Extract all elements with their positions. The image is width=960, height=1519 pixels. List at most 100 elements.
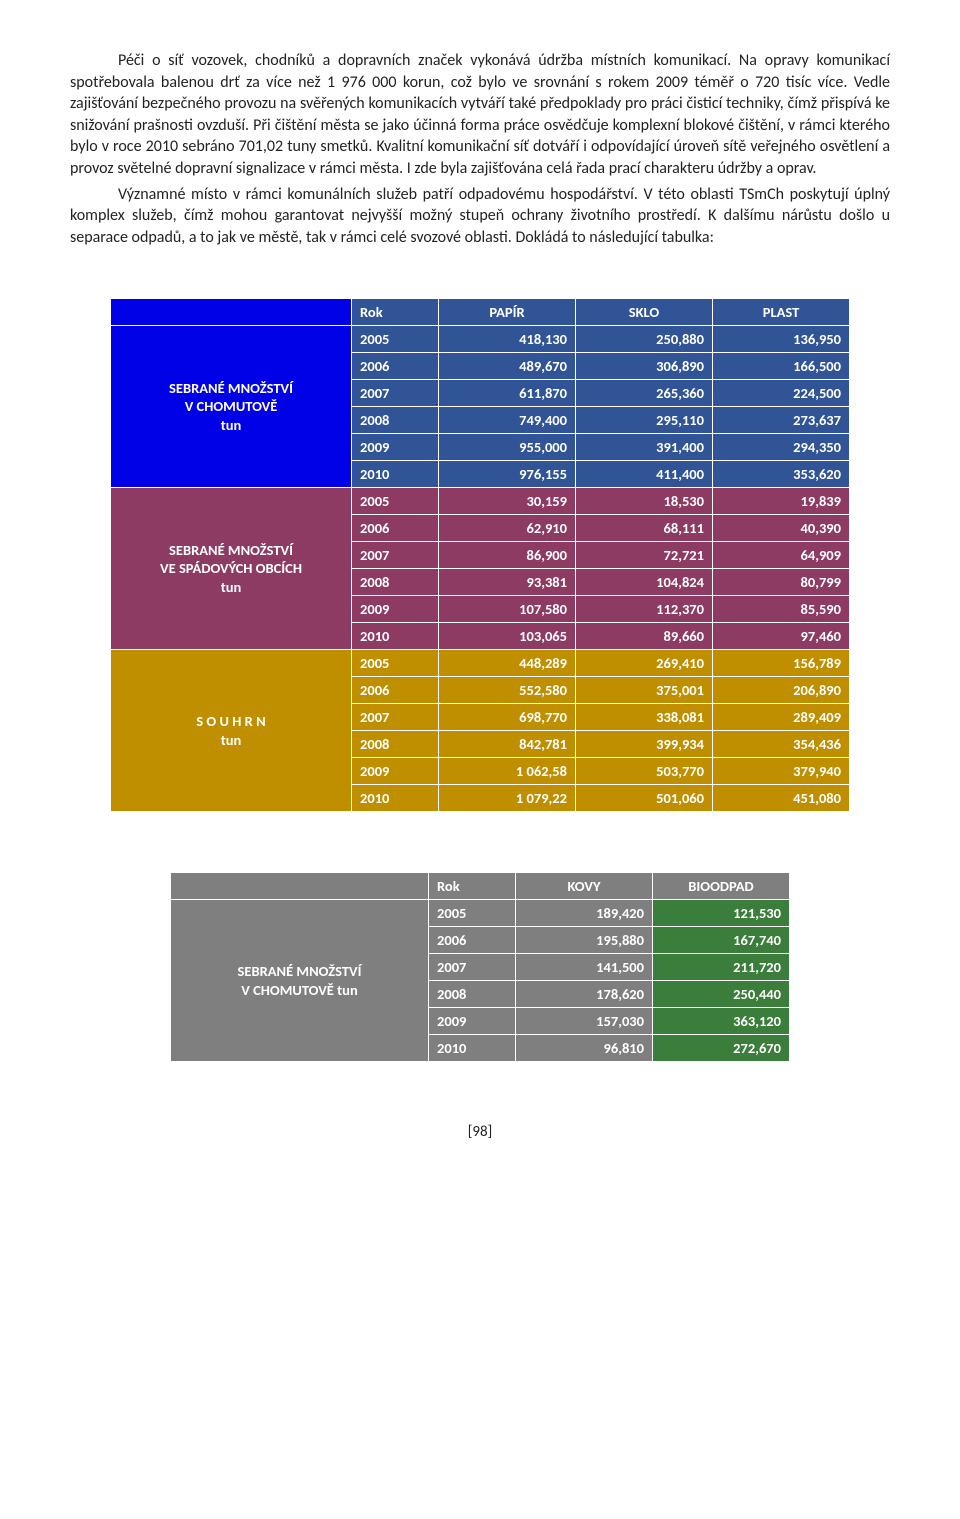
table-cell-year: 2009 <box>352 434 439 461</box>
table-cell-value: 30,159 <box>439 488 576 515</box>
table-cell-value: 19,839 <box>713 488 850 515</box>
table-cell-year: 2007 <box>352 704 439 731</box>
table-cell-year: 2009 <box>352 596 439 623</box>
table-cell-value: 379,940 <box>713 758 850 785</box>
table-cell-value: 842,781 <box>439 731 576 758</box>
table-cell-value: 250,880 <box>576 326 713 353</box>
paragraph-1: Péči o síť vozovek, chodníků a dopravníc… <box>70 50 890 180</box>
table-cell-value: 399,934 <box>576 731 713 758</box>
table-cell-year: 2008 <box>352 731 439 758</box>
table-cell-value: 391,400 <box>576 434 713 461</box>
table-cell-value: 489,670 <box>439 353 576 380</box>
table-cell-value: 18,530 <box>576 488 713 515</box>
table-group-label: S O U H R Ntun <box>111 650 352 812</box>
table-cell-value: 68,111 <box>576 515 713 542</box>
table-cell-value: 107,580 <box>439 596 576 623</box>
table-column-header: KOVY <box>516 873 653 900</box>
table-group-label: SEBRANÉ MNOŽSTVÍVE SPÁDOVÝCH OBCÍCHtun <box>111 488 352 650</box>
table-cell-value: 167,740 <box>653 927 790 954</box>
table-cell-value: 224,500 <box>713 380 850 407</box>
table-cell-year: 2009 <box>429 1008 516 1035</box>
table-cell-value: 195,880 <box>516 927 653 954</box>
table-cell-value: 166,500 <box>713 353 850 380</box>
table-cell-value: 141,500 <box>516 954 653 981</box>
table-cell-value: 97,460 <box>713 623 850 650</box>
table-cell-value: 206,890 <box>713 677 850 704</box>
table-cell-value: 353,620 <box>713 461 850 488</box>
table-cell-value: 294,350 <box>713 434 850 461</box>
table-cell-value: 136,950 <box>713 326 850 353</box>
table-cell-value: 272,670 <box>653 1035 790 1062</box>
table-cell-value: 273,637 <box>713 407 850 434</box>
table-cell-value: 269,410 <box>576 650 713 677</box>
page-number: [98] <box>70 1122 890 1142</box>
table-cell-year: 2005 <box>352 650 439 677</box>
table-cell-value: 306,890 <box>576 353 713 380</box>
table-header-spacer <box>171 873 429 900</box>
table-group-label: SEBRANÉ MNOŽSTVÍV CHOMUTOVĚtun <box>111 326 352 488</box>
table-cell-value: 112,370 <box>576 596 713 623</box>
table-cell-value: 749,400 <box>439 407 576 434</box>
table-cell-year: 2006 <box>352 677 439 704</box>
table-waste-collection: RokPAPÍRSKLOPLASTSEBRANÉ MNOŽSTVÍV CHOMU… <box>110 298 850 812</box>
table-cell-value: 64,909 <box>713 542 850 569</box>
table-cell-value: 448,289 <box>439 650 576 677</box>
table-cell-value: 611,870 <box>439 380 576 407</box>
table-cell-value: 411,400 <box>576 461 713 488</box>
table-column-header: PLAST <box>713 299 850 326</box>
table-header-row: RokPAPÍRSKLOPLAST <box>111 299 850 326</box>
table-cell-value: 250,440 <box>653 981 790 1008</box>
table-column-header: Rok <box>352 299 439 326</box>
table-cell-value: 178,620 <box>516 981 653 1008</box>
table-cell-year: 2006 <box>429 927 516 954</box>
table-cell-year: 2005 <box>429 900 516 927</box>
table-cell-value: 363,120 <box>653 1008 790 1035</box>
table-cell-value: 121,530 <box>653 900 790 927</box>
table-cell-year: 2010 <box>429 1035 516 1062</box>
table-cell-year: 2006 <box>352 515 439 542</box>
table-cell-value: 89,660 <box>576 623 713 650</box>
table-cell-value: 85,590 <box>713 596 850 623</box>
table-cell-year: 2007 <box>429 954 516 981</box>
table-cell-value: 1 062,58 <box>439 758 576 785</box>
table-cell-year: 2008 <box>352 407 439 434</box>
table-row: SEBRANÉ MNOŽSTVÍV CHOMUTOVĚ tun2005189,4… <box>171 900 790 927</box>
table-cell-value: 104,824 <box>576 569 713 596</box>
table-cell-value: 40,390 <box>713 515 850 542</box>
table-cell-value: 354,436 <box>713 731 850 758</box>
table-group-label: SEBRANÉ MNOŽSTVÍV CHOMUTOVĚ tun <box>171 900 429 1062</box>
table-cell-year: 2005 <box>352 326 439 353</box>
table-cell-value: 976,155 <box>439 461 576 488</box>
table-cell-value: 552,580 <box>439 677 576 704</box>
table-row: SEBRANÉ MNOŽSTVÍV CHOMUTOVĚtun2005418,13… <box>111 326 850 353</box>
table-column-header: BIOODPAD <box>653 873 790 900</box>
table-cell-value: 211,720 <box>653 954 790 981</box>
table-cell-value: 93,381 <box>439 569 576 596</box>
table-cell-value: 295,110 <box>576 407 713 434</box>
table-cell-value: 72,721 <box>576 542 713 569</box>
table-cell-value: 189,420 <box>516 900 653 927</box>
table-cell-value: 86,900 <box>439 542 576 569</box>
table-metals-biowaste: RokKOVYBIOODPADSEBRANÉ MNOŽSTVÍV CHOMUTO… <box>170 872 790 1062</box>
table-cell-value: 265,360 <box>576 380 713 407</box>
table-header-spacer <box>111 299 352 326</box>
table-row: SEBRANÉ MNOŽSTVÍVE SPÁDOVÝCH OBCÍCHtun20… <box>111 488 850 515</box>
table-cell-year: 2008 <box>429 981 516 1008</box>
table-cell-year: 2010 <box>352 623 439 650</box>
table-cell-year: 2006 <box>352 353 439 380</box>
table-cell-value: 375,001 <box>576 677 713 704</box>
table-cell-value: 501,060 <box>576 785 713 812</box>
table-cell-value: 451,080 <box>713 785 850 812</box>
table-cell-year: 2009 <box>352 758 439 785</box>
table-cell-year: 2005 <box>352 488 439 515</box>
table-cell-year: 2010 <box>352 785 439 812</box>
table-cell-year: 2007 <box>352 542 439 569</box>
table-cell-value: 157,030 <box>516 1008 653 1035</box>
table-column-header: Rok <box>429 873 516 900</box>
table-cell-value: 418,130 <box>439 326 576 353</box>
table-cell-year: 2008 <box>352 569 439 596</box>
table-column-header: SKLO <box>576 299 713 326</box>
table-cell-value: 503,770 <box>576 758 713 785</box>
table-cell-year: 2007 <box>352 380 439 407</box>
paragraph-2: Významné místo v rámci komunálních služe… <box>70 184 890 249</box>
